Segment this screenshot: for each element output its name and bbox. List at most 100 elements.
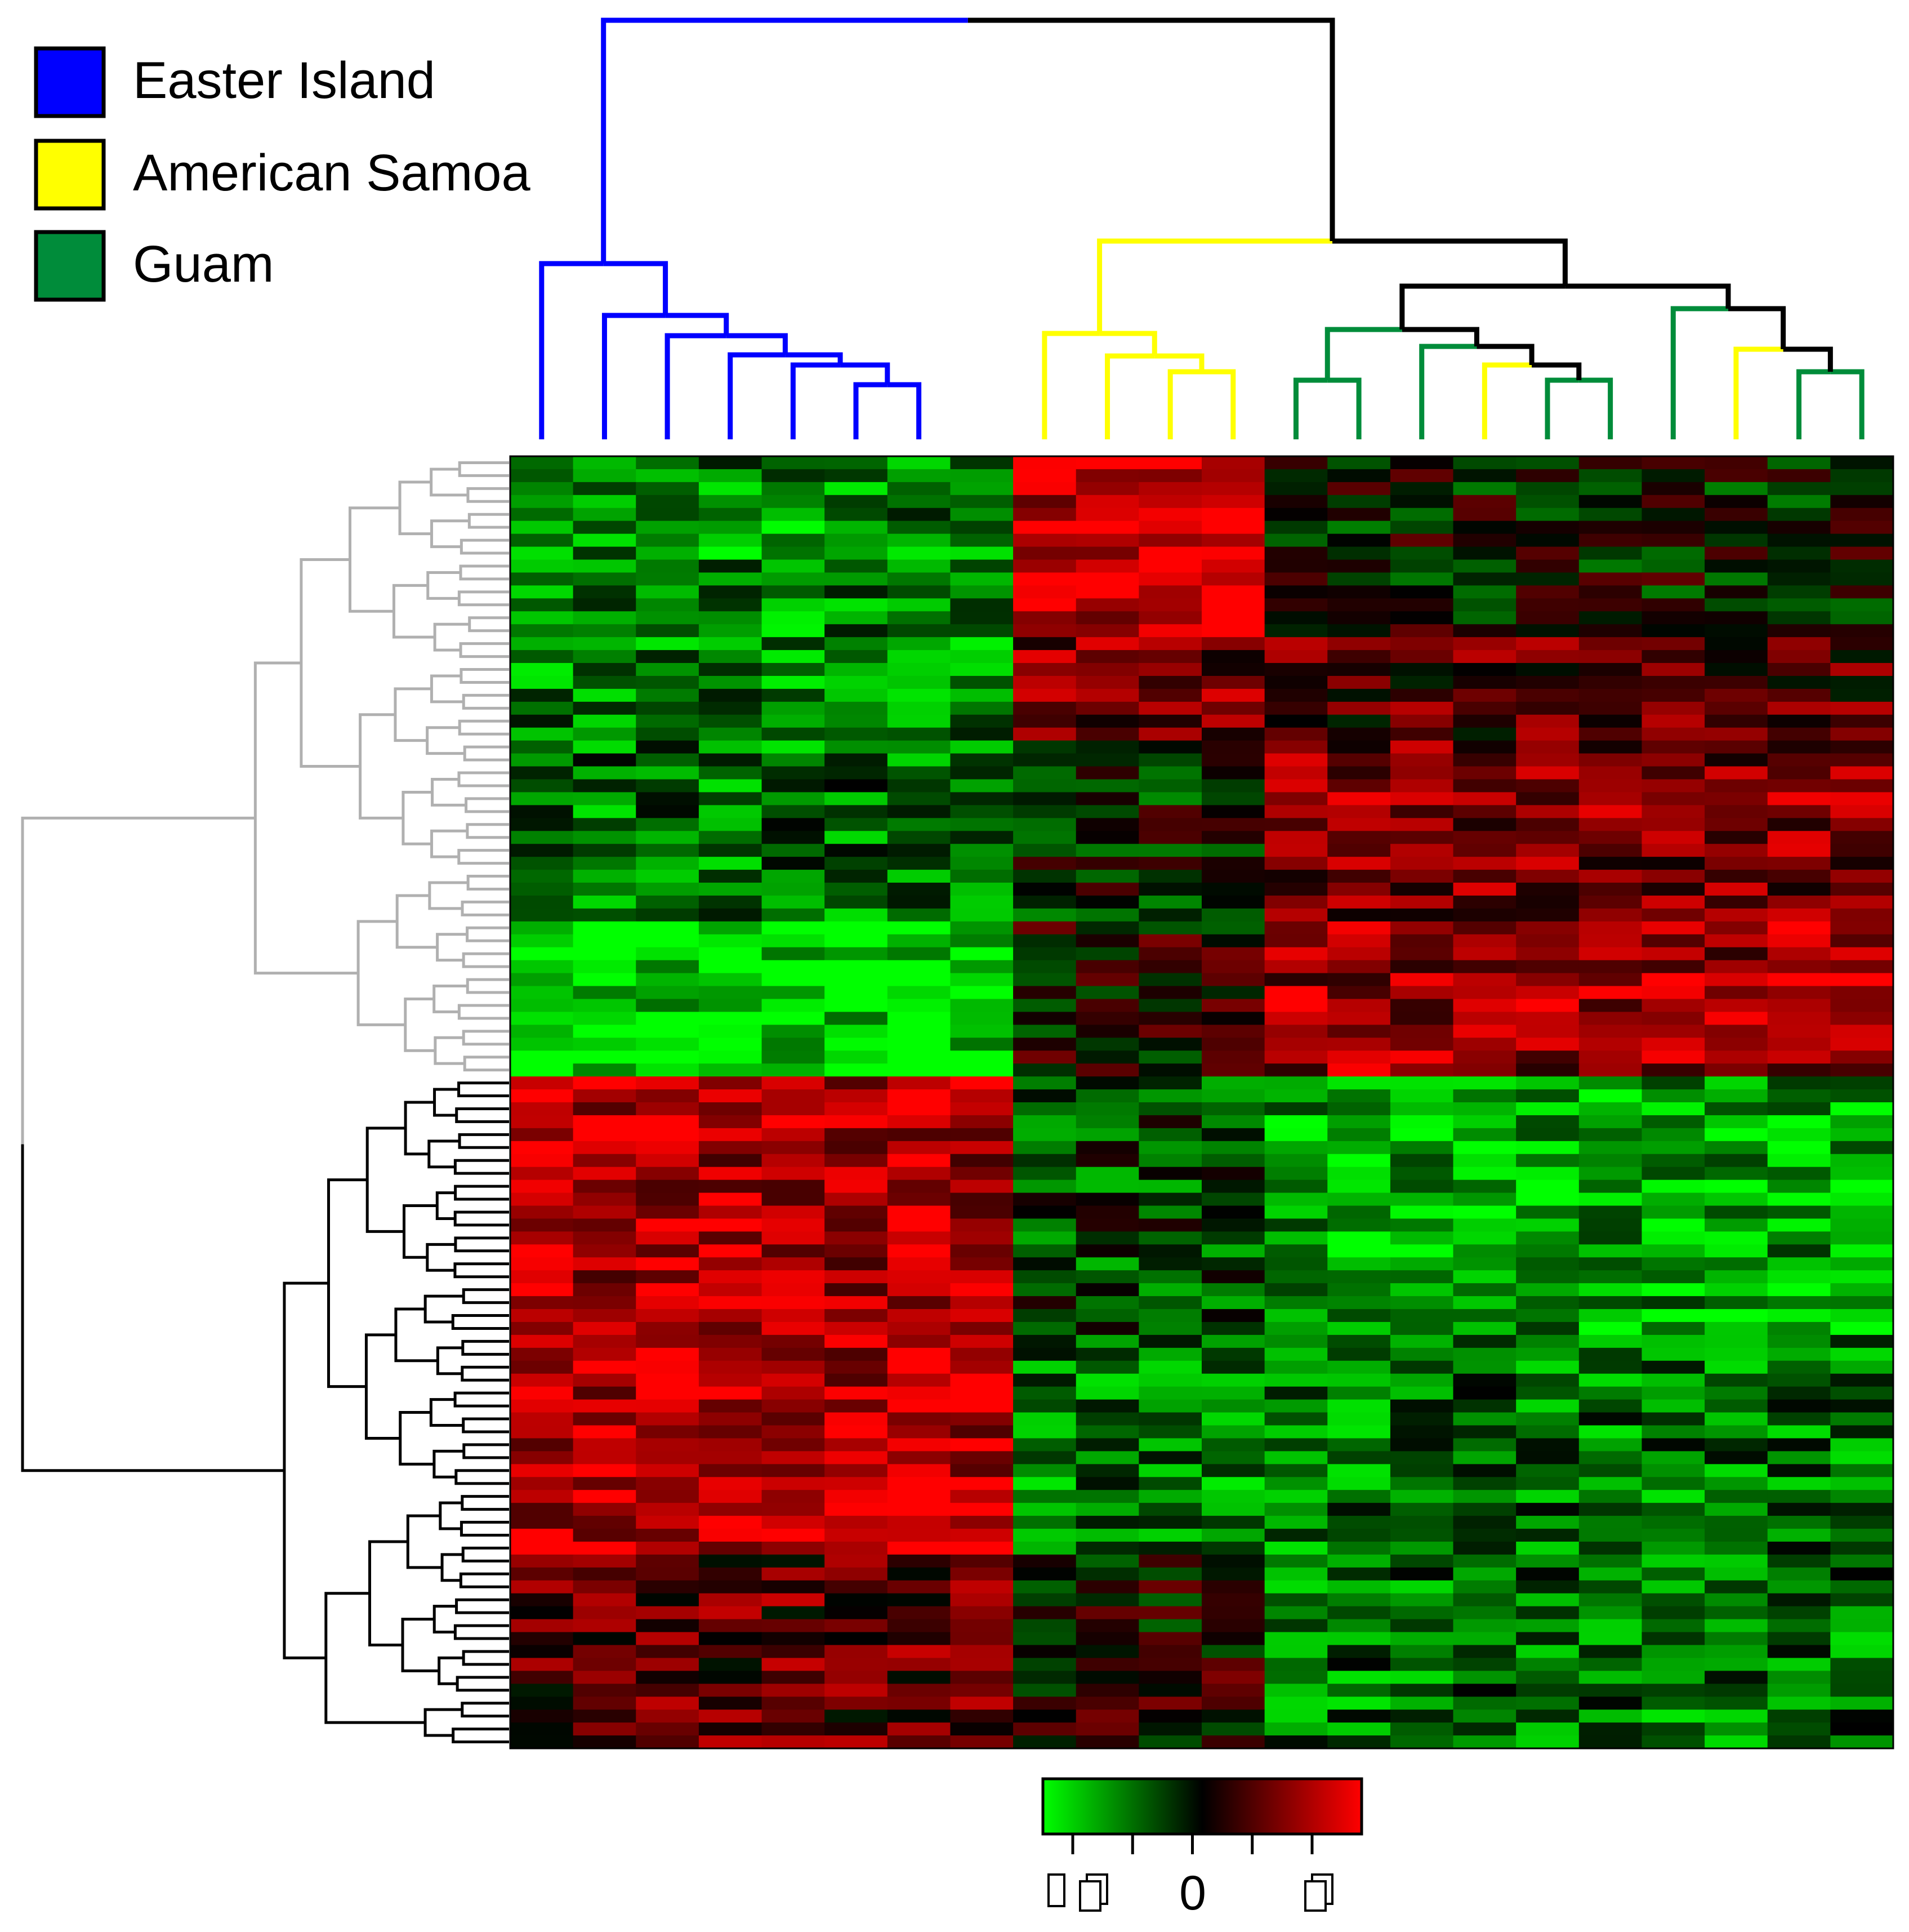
dendrogram-branch [1578, 377, 1613, 439]
heatmap-cell [1139, 520, 1202, 535]
legend-label-american-samoa: American Samoa [133, 144, 530, 202]
heatmap-cell [950, 456, 1014, 470]
heatmap-cell [1202, 766, 1265, 780]
heatmap-cell [1076, 1038, 1140, 1052]
heatmap-cell [1642, 546, 1705, 560]
heatmap-cell [1264, 1218, 1328, 1232]
heatmap-cell [1013, 1619, 1077, 1633]
heatmap-cell [1327, 1012, 1391, 1026]
heatmap-cell [573, 1050, 637, 1064]
heatmap-cell [1264, 986, 1328, 1000]
heatmap-cell [824, 572, 888, 586]
heatmap-cell [698, 753, 762, 767]
heatmap-cell [1013, 1089, 1077, 1103]
heatmap-cell [1830, 1412, 1894, 1426]
heatmap-cell [573, 637, 637, 651]
heatmap-cell [1327, 1321, 1391, 1336]
heatmap-cell [1076, 598, 1140, 612]
heatmap-cell [887, 973, 951, 987]
heatmap-cell [1830, 1438, 1894, 1452]
heatmap-cell [761, 1580, 825, 1594]
row-dendrogram-branch [283, 1281, 329, 1659]
heatmap-cell [1202, 1710, 1265, 1723]
heatmap-cell [1516, 1658, 1580, 1672]
heatmap-cell [761, 1658, 825, 1672]
heatmap-cell [1013, 1179, 1077, 1194]
heatmap-cell [950, 1373, 1014, 1387]
heatmap-cell [761, 1541, 825, 1555]
heatmap-cell [1013, 1218, 1077, 1232]
heatmap-cell [1139, 1192, 1202, 1207]
heatmap-cell [510, 1283, 574, 1297]
heatmap-cell [1578, 1257, 1643, 1271]
heatmap-cell [1767, 688, 1831, 702]
heatmap-cell [1453, 1334, 1517, 1348]
heatmap-cell [1767, 1076, 1831, 1090]
heatmap-cell [1264, 1541, 1328, 1555]
heatmap-cell [1578, 663, 1643, 676]
heatmap-cell [1013, 960, 1077, 974]
heatmap-cell [950, 1490, 1014, 1503]
heatmap-cell [573, 727, 637, 741]
heatmap-cell [950, 1529, 1014, 1542]
heatmap-cell [1139, 740, 1202, 754]
heatmap-cell [573, 1373, 637, 1387]
heatmap-cell [1076, 1658, 1140, 1672]
heatmap-cell [698, 1231, 762, 1245]
heatmap-cell [824, 973, 888, 987]
heatmap-cell [887, 508, 951, 522]
heatmap-cell [1642, 1025, 1705, 1039]
heatmap-cell [1453, 1671, 1517, 1685]
heatmap-cell [887, 1270, 951, 1284]
heatmap-cell [1642, 947, 1705, 961]
heatmap-cell [1642, 663, 1705, 676]
heatmap-cell [887, 1464, 951, 1478]
heatmap-cell [761, 1050, 825, 1064]
heatmap-cell [1516, 1529, 1580, 1542]
heatmap-cell [1830, 1205, 1894, 1219]
heatmap-cell [1705, 883, 1768, 896]
heatmap-cell [887, 960, 951, 974]
dendrogram-branch [1402, 327, 1479, 346]
heatmap-cell [824, 482, 888, 496]
heatmap-cell [1327, 520, 1391, 535]
heatmap-cell [824, 1321, 888, 1336]
heatmap-cell [1705, 495, 1768, 509]
dendrogram-branch [1327, 377, 1362, 439]
heatmap-cell [1139, 1619, 1202, 1633]
heatmap-cell [887, 624, 951, 638]
heatmap-cell [1327, 611, 1391, 625]
heatmap-cell [1076, 1645, 1140, 1659]
heatmap-cell [1327, 1632, 1391, 1646]
heatmap-cell [1390, 1645, 1454, 1659]
heatmap-cell [1705, 1464, 1768, 1478]
heatmap-cell [1202, 792, 1265, 806]
heatmap-cell [887, 650, 951, 664]
heatmap-cell [1767, 1438, 1831, 1452]
heatmap-cell [1642, 495, 1705, 509]
heatmap-cell [1705, 1102, 1768, 1116]
heatmap-cell [1076, 766, 1140, 780]
heatmap-cell [824, 1606, 888, 1620]
heatmap-cell [1516, 1619, 1580, 1633]
heatmap-cell [761, 908, 825, 922]
heatmap-cell [510, 1671, 574, 1685]
heatmap-cell [1076, 1632, 1140, 1646]
heatmap-cell [1767, 1192, 1831, 1207]
dendrogram-branch [1545, 377, 1579, 439]
heatmap-cell [1076, 1541, 1140, 1555]
heatmap-cell [1830, 1451, 1894, 1465]
heatmap-cell [636, 1593, 699, 1607]
heatmap-cell [1013, 1386, 1077, 1400]
heatmap-cell [1076, 1593, 1140, 1607]
heatmap-cell [1767, 766, 1831, 780]
heatmap-cell [1327, 792, 1391, 806]
heatmap-cell [1139, 637, 1202, 651]
heatmap-cell [1516, 1167, 1580, 1181]
heatmap-cell [573, 520, 637, 535]
heatmap-cell [1642, 559, 1705, 573]
heatmap-cell [698, 650, 762, 664]
heatmap-cell [1264, 688, 1328, 702]
heatmap-cell [1139, 1464, 1202, 1478]
heatmap-cell [1767, 934, 1831, 948]
